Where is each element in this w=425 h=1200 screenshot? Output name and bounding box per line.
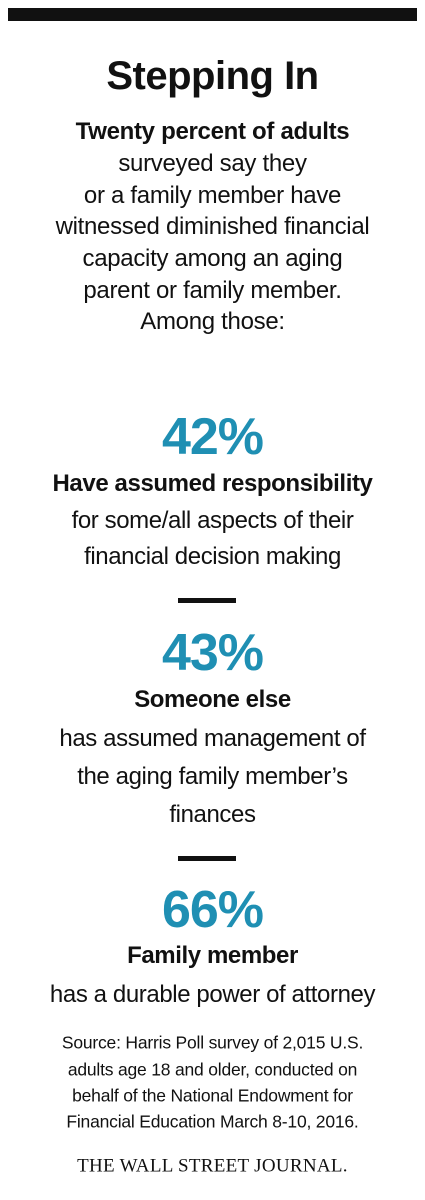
title: Stepping In <box>106 54 319 98</box>
stat-description: the aging family member’s <box>77 763 348 790</box>
stat-label: Family member <box>127 942 298 969</box>
stat-description: has assumed management of <box>59 725 366 752</box>
stat-description: financial decision making <box>84 543 341 570</box>
intro-line: surveyed say they <box>118 150 307 177</box>
intro-line: or a family member have <box>83 182 342 209</box>
stat-value: 66% <box>161 881 264 939</box>
publisher: THE WALL STREET JOURNAL. <box>77 1155 348 1177</box>
stat-value: 42% <box>161 408 264 466</box>
stat-description: has a durable power of attorney <box>49 981 376 1008</box>
stat-label: Have assumed responsibility <box>52 470 373 497</box>
intro-line: witnessed diminished financial <box>55 213 370 240</box>
source-line: behalf of the National Endowment for <box>72 1085 353 1106</box>
intro-line: Among those: <box>140 308 285 335</box>
stat-description: for some/all aspects of their <box>71 507 354 534</box>
divider <box>178 598 236 603</box>
intro-line: Twenty percent of adults <box>75 118 350 145</box>
stat-description: finances <box>169 801 256 828</box>
top-bar <box>8 8 417 21</box>
source-line: adults age 18 and older, conducted on <box>67 1059 358 1080</box>
intro-line: parent or family member. <box>83 277 342 304</box>
source-line: Source: Harris Poll survey of 2,015 U.S. <box>61 1032 364 1053</box>
source-line: Financial Education March 8-10, 2016. <box>66 1111 359 1132</box>
intro-line: capacity among an aging <box>82 245 343 272</box>
stat-value: 43% <box>161 624 264 682</box>
stat-label: Someone else <box>134 686 291 713</box>
divider <box>178 856 236 861</box>
